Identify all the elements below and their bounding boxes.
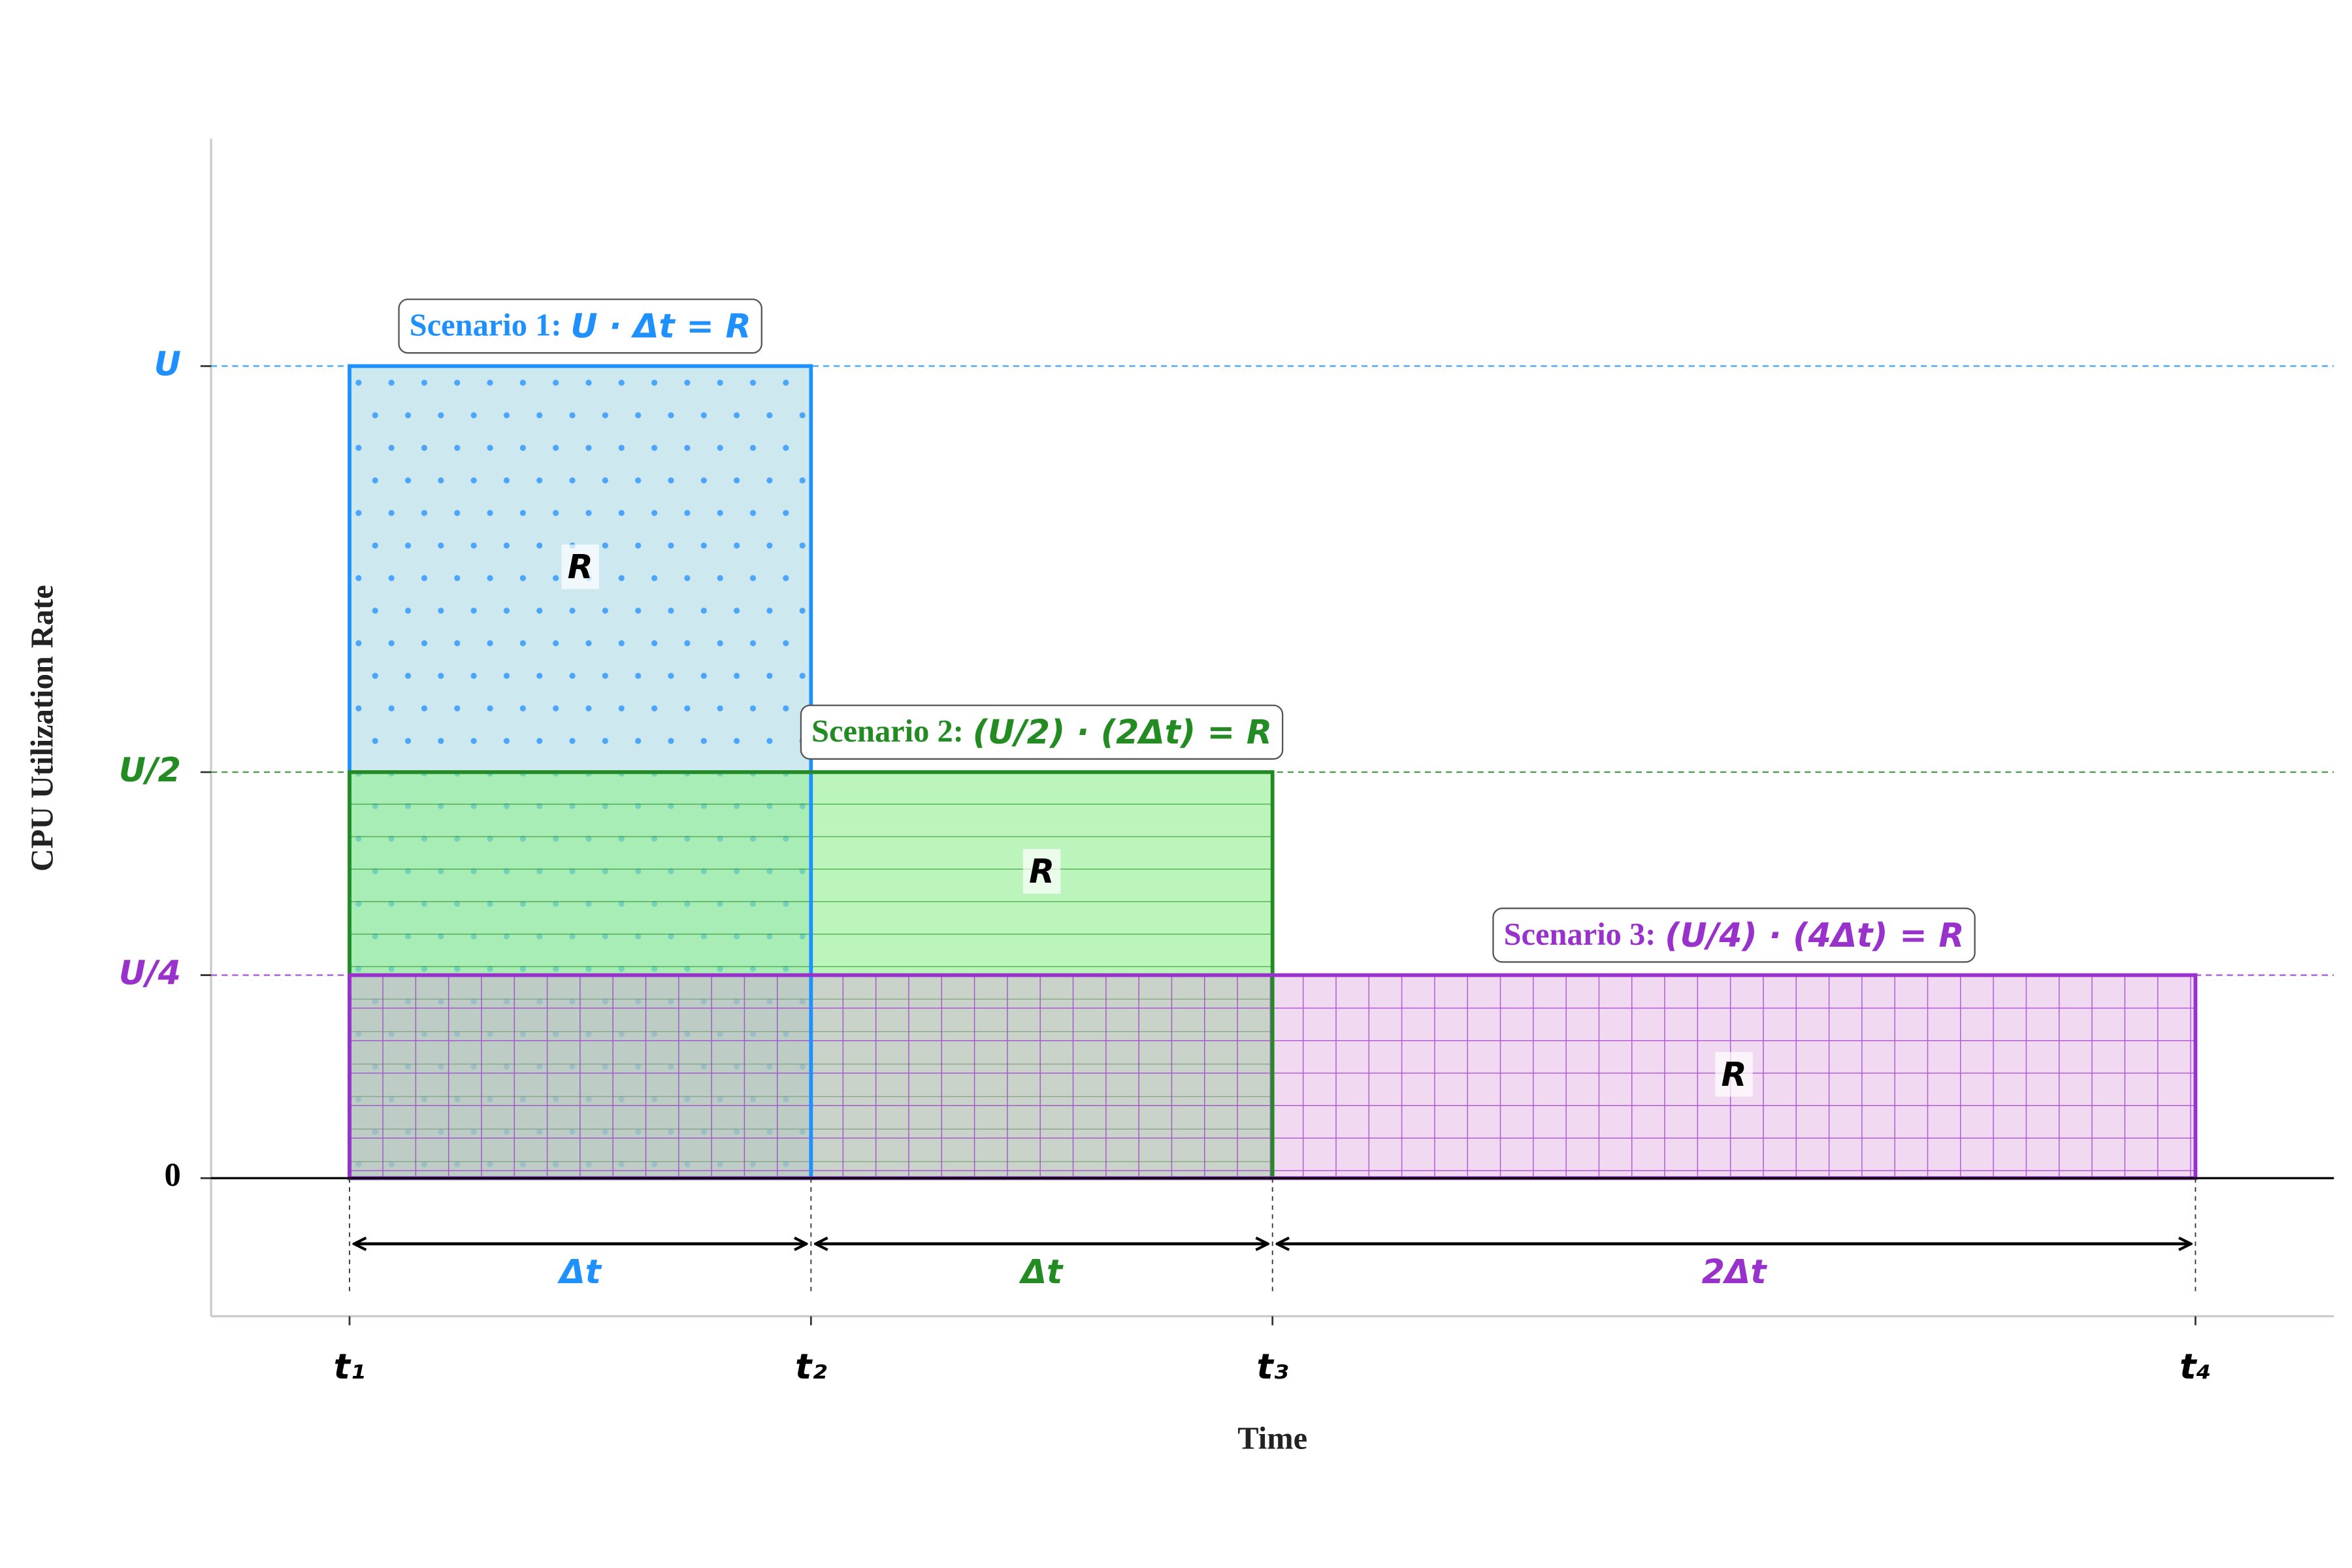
area-label: R [1721, 1055, 1746, 1094]
x-tick-label: t₄ [2180, 1347, 2212, 1387]
interval-label: Δt [1019, 1252, 1064, 1291]
area-label: R [568, 547, 593, 586]
annotation: Scenario 3: (U/4) · (4Δt) = R [1504, 916, 1965, 955]
area-label: R [1029, 852, 1054, 890]
annotation-prefix: Scenario 1: [410, 308, 562, 343]
annotation-prefix: Scenario 3: [1504, 917, 1656, 952]
area-label-bg [1022, 849, 1061, 894]
annotation-formula: (U/4) · (4Δt) = R [1665, 916, 1964, 955]
annotation-box [398, 298, 762, 354]
annotation-formula: (U/2) · (2Δt) = R [973, 713, 1272, 751]
interval-label: Δt [557, 1252, 602, 1291]
y-tick-label: 0 [165, 1156, 181, 1193]
x-tick-label: t₂ [795, 1347, 827, 1387]
area-label-bg [561, 544, 599, 589]
annotation: Scenario 1: U · Δt = R [410, 307, 751, 346]
x-tick-label: t₁ [334, 1347, 366, 1387]
x-axis-label: Time [1237, 1421, 1307, 1456]
annotation-formula: U · Δt = R [570, 307, 751, 346]
annotation-prefix: Scenario 2: [811, 714, 964, 749]
x-tick-label: t₃ [1256, 1347, 1288, 1387]
annotation-box [800, 704, 1284, 760]
y-tick-label: U/2 [119, 751, 181, 789]
y-tick-label: U [154, 344, 181, 383]
y-tick-label: U/4 [119, 954, 181, 992]
annotation: Scenario 2: (U/2) · (2Δt) = R [811, 713, 1272, 751]
interval-label: 2Δt [1702, 1252, 1768, 1291]
annotation-box [1492, 907, 1976, 963]
area-label-bg [1715, 1052, 1753, 1097]
y-axis-label: CPU Utilization Rate [25, 585, 59, 872]
